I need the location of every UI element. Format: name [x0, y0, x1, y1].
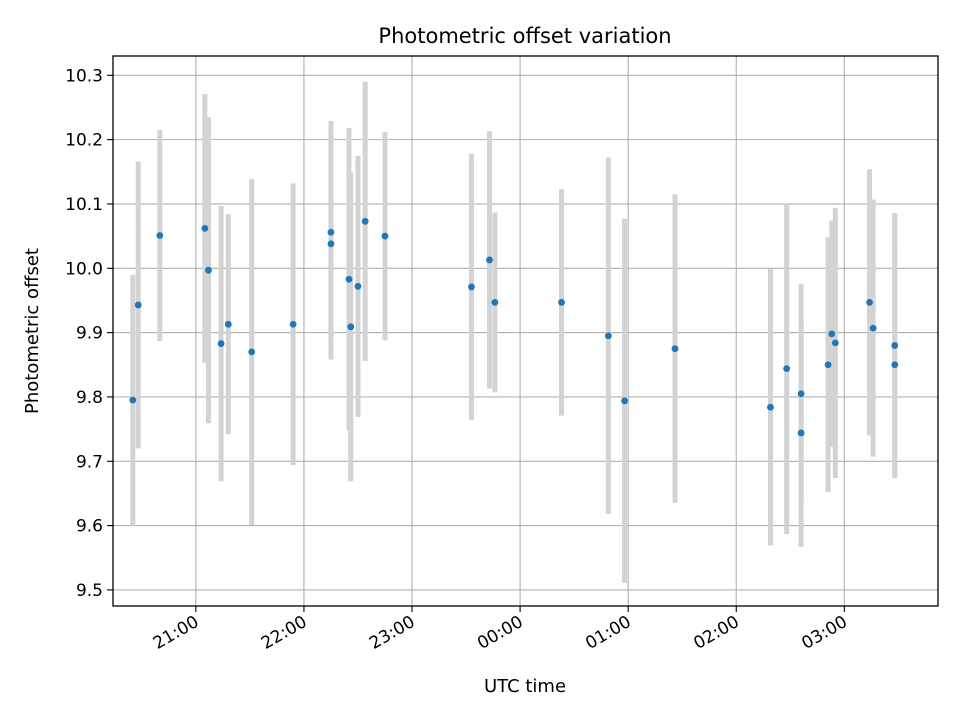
y-tick-label: 9.5: [76, 581, 103, 601]
data-point: [891, 361, 899, 369]
data-point: [869, 324, 877, 332]
data-point: [468, 283, 475, 291]
data-point: [831, 339, 839, 347]
y-tick-label: 9.6: [76, 517, 103, 537]
data-point: [767, 403, 774, 411]
y-tick-label: 9.7: [76, 452, 103, 472]
data-points: [129, 217, 899, 437]
plot-frame: [112, 55, 939, 607]
data-point: [217, 340, 225, 347]
y-tick-label: 10.0: [65, 259, 103, 279]
y-tick-label: 9.8: [76, 388, 103, 408]
chart-title: Photometric offset variation: [378, 24, 671, 48]
x-tick-label: 00:00: [474, 612, 526, 654]
x-axis-ticks: 21:00 22:00 23:00 00:00 01:00 02:00 03:00: [150, 606, 851, 654]
y-tick-label: 10.1: [65, 195, 103, 215]
x-tick-label: 03:00: [798, 612, 850, 654]
data-point: [134, 301, 142, 309]
data-point: [828, 330, 836, 338]
data-point: [604, 332, 612, 340]
data-point: [486, 256, 493, 264]
x-tick-label: 21:00: [150, 612, 202, 654]
data-point: [248, 348, 256, 356]
data-point: [129, 396, 137, 404]
data-point: [797, 390, 805, 398]
y-tick-label: 10.3: [65, 66, 103, 86]
data-point: [891, 342, 899, 349]
data-point: [558, 298, 565, 306]
y-axis-label: Photometric offset: [22, 248, 43, 414]
data-point: [289, 320, 297, 328]
data-point: [797, 429, 805, 437]
x-tick-label: 02:00: [690, 612, 742, 654]
x-tick-label: 01:00: [582, 612, 634, 654]
x-axis-label: UTC time: [484, 676, 566, 697]
data-point: [347, 323, 355, 331]
data-point: [345, 275, 353, 283]
data-point: [205, 266, 212, 274]
y-axis-ticks: 9.5 9.6 9.7 9.8 9.9 10.0 10.1 10.2 10.3: [65, 66, 113, 601]
data-point: [361, 217, 369, 225]
data-point: [224, 320, 232, 328]
data-point: [621, 397, 628, 405]
data-point: [327, 240, 335, 248]
data-point: [824, 361, 832, 369]
x-tick-label: 22:00: [258, 612, 310, 654]
grid: [113, 56, 938, 606]
data-point: [156, 232, 164, 239]
data-point: [354, 282, 362, 290]
data-point: [381, 232, 389, 240]
data-point: [327, 228, 335, 236]
y-tick-label: 9.9: [76, 324, 103, 344]
data-point: [866, 298, 873, 306]
data-point: [201, 224, 209, 232]
data-point: [491, 298, 499, 306]
data-point: [671, 345, 679, 353]
y-tick-label: 10.2: [65, 131, 103, 151]
x-tick-label: 23:00: [366, 612, 418, 654]
data-point: [783, 365, 791, 373]
